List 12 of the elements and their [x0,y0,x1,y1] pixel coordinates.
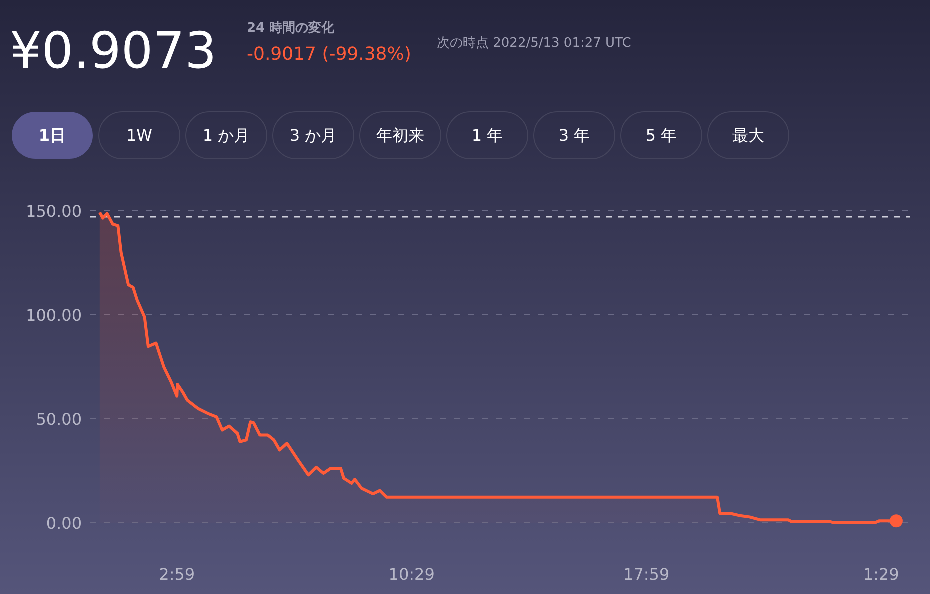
y-tick-label: 100.00 [26,306,82,325]
x-tick-label: 2:59 [159,565,196,584]
x-tick-label: 10:29 [388,565,435,584]
x-tick-label: 17:59 [624,565,670,584]
annotation: -0.9017 (-99.38%) [247,44,412,65]
y-tick-label: 150.00 [26,202,82,221]
annotation: 24 時間の変化 [247,21,335,36]
y-tick-label: 0.00 [46,514,82,533]
y-tick-label: 50.00 [36,410,82,429]
annotation: 次の時点 2022/5/13 01:27 UTC [437,36,632,51]
title: ¥0.9073 [10,22,217,80]
x-tick-label: 1:29 [863,565,900,584]
